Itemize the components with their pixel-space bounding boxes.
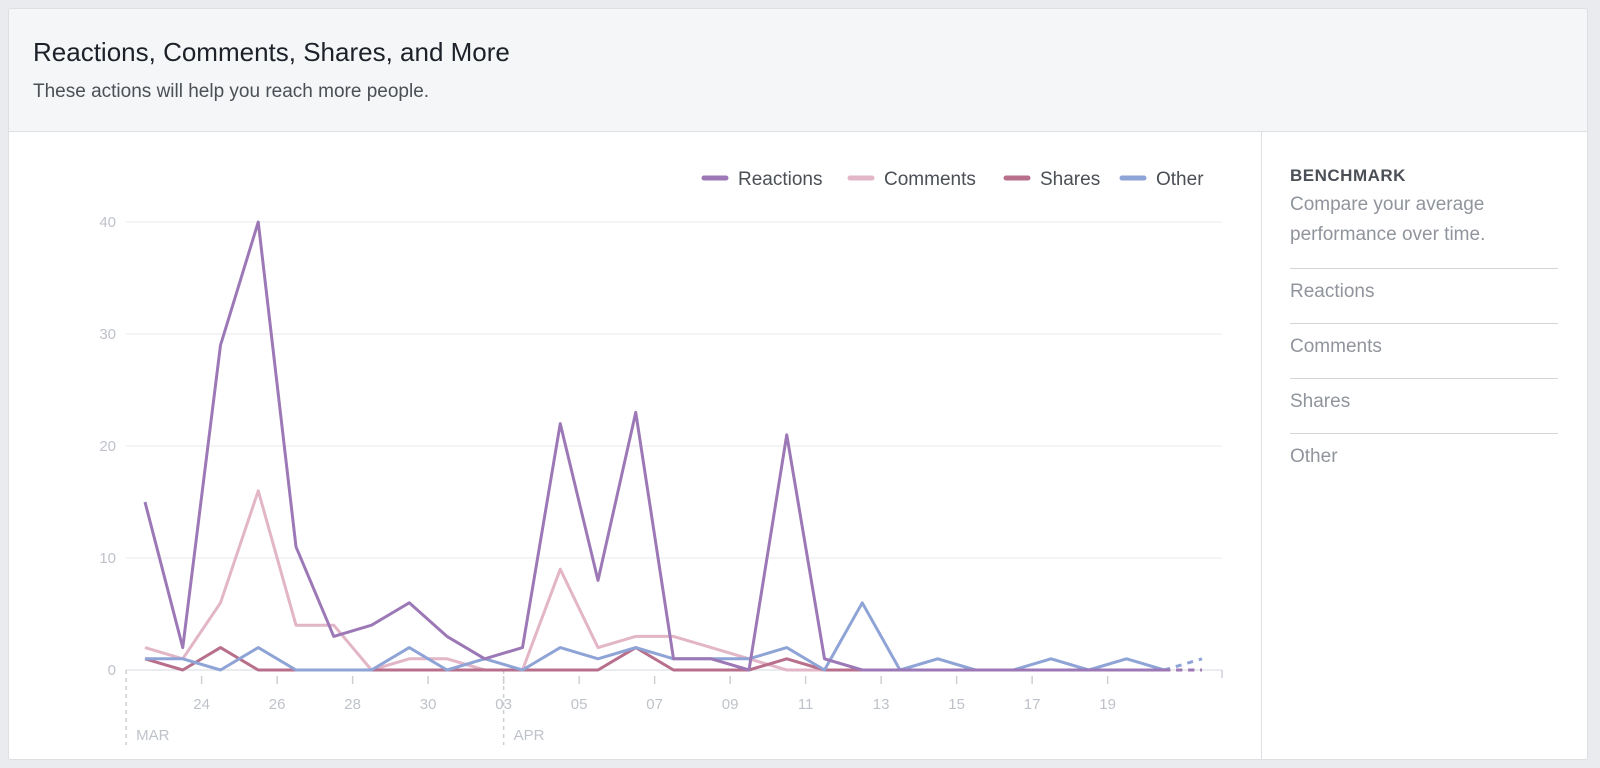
y-tick-label: 20 xyxy=(99,438,116,455)
series-line-comments xyxy=(144,489,1165,672)
benchmark-panel: BENCHMARK Compare your average performan… xyxy=(1261,132,1587,759)
y-tick-label: 10 xyxy=(99,550,116,567)
x-tick-label: 30 xyxy=(420,696,437,713)
insights-card: Reactions, Comments, Shares, and More Th… xyxy=(8,8,1588,760)
x-tick-label: 11 xyxy=(798,696,814,713)
legend-label-other[interactable]: Other xyxy=(1156,169,1204,190)
card-title: Reactions, Comments, Shares, and More xyxy=(33,37,510,67)
x-tick-label: 15 xyxy=(948,696,965,713)
series-line-reactions xyxy=(143,220,1165,672)
y-tick-label: 40 xyxy=(99,214,116,231)
benchmark-description: Compare your average performance over ti… xyxy=(1290,194,1486,245)
month-label: APR xyxy=(514,727,545,744)
benchmark-item-comments[interactable]: Comments xyxy=(1290,323,1558,378)
y-tick-label: 30 xyxy=(99,326,116,343)
x-tick-label: 19 xyxy=(1099,696,1116,713)
x-tick-label: 13 xyxy=(873,696,890,713)
x-tick-label: 26 xyxy=(269,696,286,713)
benchmark-title: BENCHMARK xyxy=(1290,166,1406,185)
legend-label-shares[interactable]: Shares xyxy=(1040,169,1100,190)
y-tick-label: 0 xyxy=(108,662,116,679)
series-line-shares xyxy=(144,646,1165,672)
month-label: MAR xyxy=(136,727,170,744)
card-subtitle: These actions will help you reach more p… xyxy=(33,81,430,102)
card-header: Reactions, Comments, Shares, and More Th… xyxy=(9,9,1587,132)
series-line-dashed-other xyxy=(1163,657,1203,672)
x-tick-label: 05 xyxy=(571,696,588,713)
benchmark-item-shares[interactable]: Shares xyxy=(1290,378,1558,433)
x-tick-label: 28 xyxy=(344,696,361,713)
x-tick-label: 24 xyxy=(193,696,210,713)
x-tick-label: 17 xyxy=(1024,696,1041,713)
x-tick-label: 09 xyxy=(722,696,739,713)
benchmark-item-reactions[interactable]: Reactions xyxy=(1290,268,1558,323)
x-tick-label: 07 xyxy=(646,696,663,713)
legend-label-reactions[interactable]: Reactions xyxy=(738,169,823,190)
benchmark-item-other[interactable]: Other xyxy=(1290,433,1558,488)
legend-label-comments[interactable]: Comments xyxy=(884,169,976,190)
